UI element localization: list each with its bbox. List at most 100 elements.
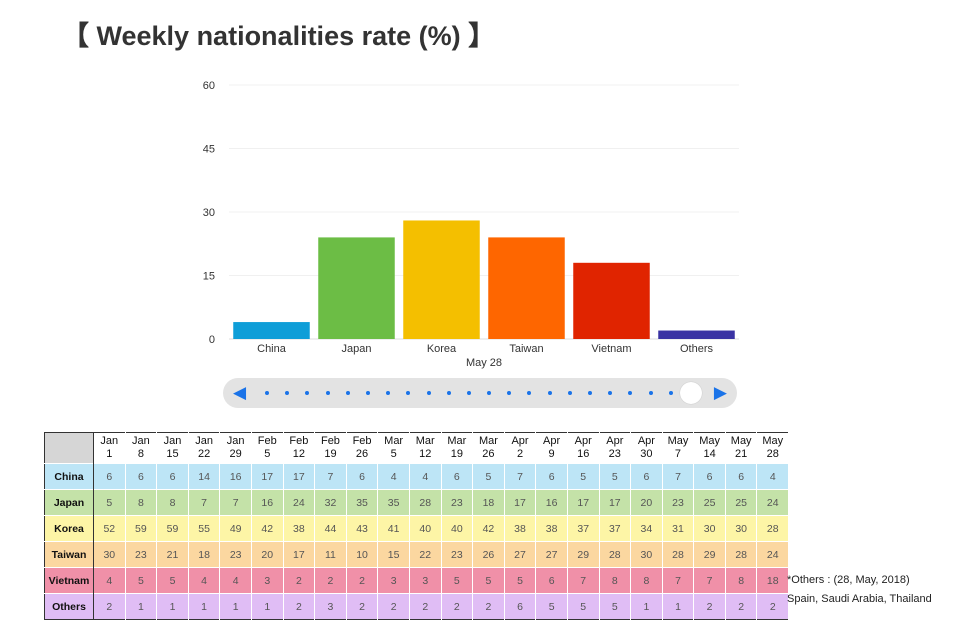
table-cell: 6 — [93, 463, 126, 490]
row-label: Taiwan — [44, 541, 94, 568]
week-month: May — [667, 435, 689, 447]
y-tick-label: 0 — [209, 334, 215, 346]
table-row: Taiwan 30 23 21 18 23 20 17 11 10 15 22 23 26 27 27 29 28… — [44, 541, 790, 568]
table-cell: 4 — [377, 463, 410, 490]
table-cell: 15 — [377, 541, 410, 568]
slider-step-dot[interactable] — [608, 391, 613, 395]
table-cell: 5 — [472, 567, 505, 594]
slider-step-dot[interactable] — [386, 391, 391, 395]
week-month: Feb — [320, 435, 340, 447]
slider-step-dot[interactable] — [325, 391, 330, 395]
week-month: Jan — [132, 435, 150, 447]
slider-step-dot[interactable] — [446, 391, 451, 395]
week-day: 26 — [355, 448, 369, 460]
table-cell: 5 — [93, 489, 126, 516]
bar-vietnam — [573, 262, 650, 339]
week-month: Jan — [195, 435, 213, 447]
table-cell: 4 — [219, 567, 252, 594]
table-cell: 7 — [188, 489, 221, 516]
week-month: May — [762, 435, 784, 447]
table-cell: 44 — [314, 515, 347, 542]
table-cell: 41 — [377, 515, 410, 542]
week-day: 2 — [516, 448, 524, 460]
slider-knob[interactable] — [680, 382, 702, 404]
table-cell: 32 — [314, 489, 347, 516]
table-cell: 42 — [472, 515, 505, 542]
slider-step-dot[interactable] — [305, 391, 310, 395]
table-cell: 7 — [314, 463, 347, 490]
slider-step-dot[interactable] — [567, 391, 572, 395]
table-cell: 3 — [251, 567, 284, 594]
table-cell: 37 — [599, 515, 632, 542]
slider-step-dot[interactable] — [487, 391, 492, 395]
table-cell: 16 — [535, 489, 568, 516]
table-cell: 5 — [567, 593, 600, 620]
week-month: Feb — [352, 435, 372, 447]
slider-step-dot[interactable] — [426, 391, 431, 395]
week-month: Apr — [574, 435, 592, 447]
table-cell: 1 — [156, 593, 189, 620]
week-header: Jan 22 — [188, 432, 221, 464]
bar-chart: 0 15 30 45 60 China Japan Korea Taiwan Vietnam Oth… — [203, 80, 739, 369]
table-cell: 6 — [535, 567, 568, 594]
table-cell: 29 — [567, 541, 600, 568]
slider-step-dot[interactable] — [507, 391, 512, 395]
x-tick-label: Taiwan — [509, 343, 543, 355]
table-cell: 26 — [472, 541, 505, 568]
table-cell: 5 — [567, 463, 600, 490]
slider-step-dot[interactable] — [527, 391, 532, 395]
table-row: Vietnam 4 5 5 4 4 3 2 2 2 3 3 5 5 5 6 7 8 8 7 7 8 18 — [44, 567, 790, 594]
week-header: May 14 — [693, 432, 726, 464]
slider-step-dot[interactable] — [345, 391, 350, 395]
table-row: Japan 5 8 8 7 7 16 24 32 35 35 28 23 18 17 16 17 17 20 23 25… — [44, 489, 790, 516]
slider-step-dot[interactable] — [547, 391, 552, 395]
table-cell: 37 — [567, 515, 600, 542]
bar-taiwan — [488, 237, 565, 339]
slider-step-dot[interactable] — [588, 391, 593, 395]
slider-step-dot[interactable] — [285, 391, 290, 395]
prev-arrow-icon[interactable]: ◀ — [233, 383, 247, 402]
table-cell: 1 — [662, 593, 695, 620]
table-cell: 59 — [125, 515, 158, 542]
week-header: Mar 19 — [441, 432, 474, 464]
table-cell: 42 — [251, 515, 284, 542]
table-cell: 23 — [441, 541, 474, 568]
slider-step-dot[interactable] — [365, 391, 370, 395]
slider-step-dot[interactable] — [406, 391, 411, 395]
table-cell: 30 — [725, 515, 758, 542]
table-cell: 35 — [346, 489, 379, 516]
slider-step-dot[interactable] — [628, 391, 633, 395]
table-cell: 2 — [725, 593, 758, 620]
table-cell: 8 — [156, 489, 189, 516]
slider-step-dot[interactable] — [648, 391, 653, 395]
x-tick-label: China — [257, 343, 287, 355]
table-cell: 2 — [693, 593, 726, 620]
table-cell: 2 — [472, 593, 505, 620]
slider-step-dot[interactable] — [265, 391, 269, 395]
table-cell: 16 — [219, 463, 252, 490]
week-header: Feb 5 — [251, 432, 284, 464]
next-arrow-icon[interactable]: ▶ — [713, 383, 727, 402]
week-month: May — [699, 435, 720, 447]
table-cell: 7 — [504, 463, 537, 490]
chart-bars — [233, 220, 735, 339]
bar-korea — [403, 220, 480, 339]
slider-step-dot[interactable] — [668, 391, 673, 395]
table-cell: 8 — [125, 489, 158, 516]
table-cell: 5 — [599, 463, 632, 490]
week-day: 19 — [324, 448, 337, 460]
table-cell: 8 — [630, 567, 663, 594]
week-month: Feb — [257, 435, 277, 447]
table-cell: 31 — [662, 515, 695, 542]
slider-step-dot[interactable] — [466, 391, 471, 395]
table-cell: 20 — [630, 489, 663, 516]
row-label: Vietnam — [44, 567, 94, 594]
week-day: 5 — [390, 448, 397, 460]
week-header: Apr 30 — [630, 432, 663, 464]
table-cell: 18 — [756, 567, 790, 594]
table-cell: 2 — [314, 567, 347, 594]
table-cell: 1 — [125, 593, 158, 620]
table-cell: 6 — [630, 463, 663, 490]
table-cell: 34 — [630, 515, 663, 542]
week-slider[interactable]: ◀ ▶ — [223, 378, 737, 408]
